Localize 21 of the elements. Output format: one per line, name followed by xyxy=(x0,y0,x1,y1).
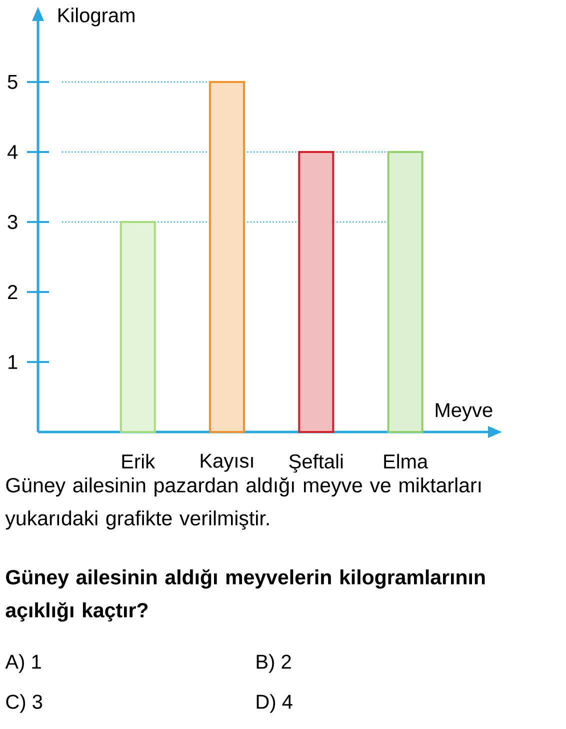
text: C) 3 xyxy=(6,694,42,713)
y-tick-label: 1 xyxy=(8,355,18,369)
text: Güney ailesinin pazardan aldığı meyve ve miktarları yukarıdaki grafikte verilmiştir. xyxy=(5,477,481,530)
x-tick-label: Kayısı xyxy=(200,454,253,472)
bar xyxy=(209,80,245,433)
text: A) 1 xyxy=(5,654,41,673)
bar xyxy=(387,150,424,433)
y-tick-label: 3 xyxy=(8,214,18,230)
x-tick-label: Şeftali xyxy=(289,454,343,473)
x-axis-title: Meyve xyxy=(436,403,492,422)
bar xyxy=(120,220,156,433)
text: B) 2 xyxy=(256,654,291,673)
x-tick-label: Erik xyxy=(122,454,156,468)
text: D) 4 xyxy=(256,694,292,713)
x-tick-label: Elma xyxy=(384,454,428,469)
y-axis-title: Kilogram xyxy=(58,8,134,26)
y-tick-label: 5 xyxy=(8,75,18,89)
y-tick-label: 2 xyxy=(8,285,18,299)
text: Güney ailesinin aldığı meyvelerin kilogramlarının açıklığı kaçtır? xyxy=(6,569,485,622)
bar xyxy=(298,150,334,433)
y-tick-label: 4 xyxy=(7,145,18,159)
